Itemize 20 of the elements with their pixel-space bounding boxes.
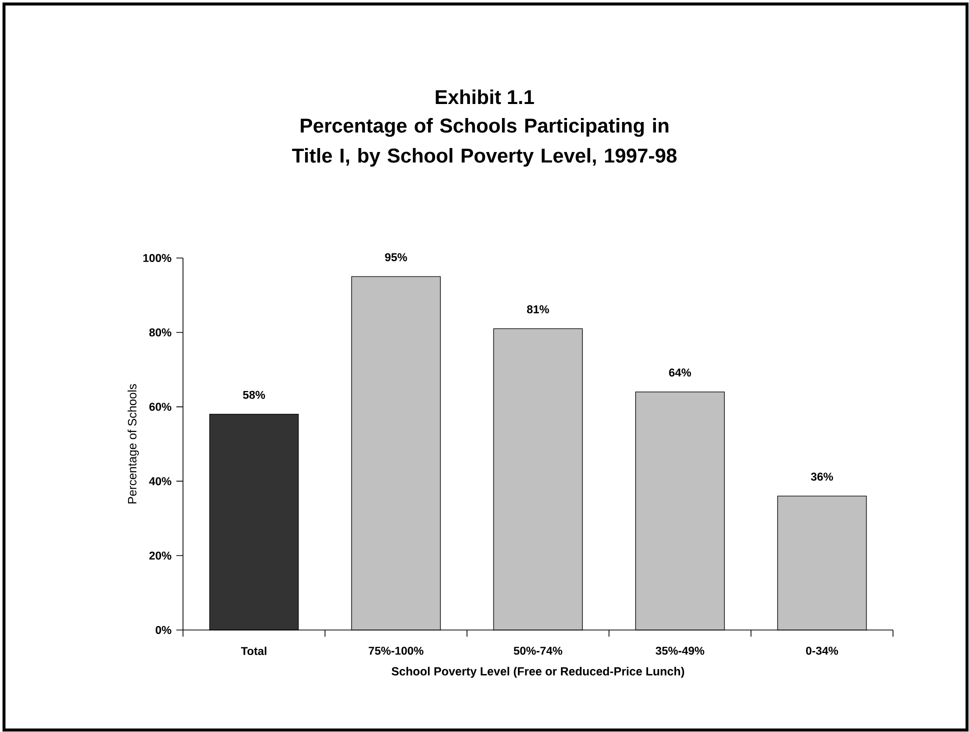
data-label: 95% [385,253,408,262]
y-tick-label: 20% [149,552,172,560]
x-axis-title: School Poverty Level (Free or Reduced-Price Lunch) [392,666,684,678]
y-tick-label: 60% [149,402,172,411]
y-tick-label: 0% [156,626,172,634]
x-tick-label: 0-34% [806,646,838,655]
x-tick-label: Total [241,646,266,656]
y-tick-label: 80% [149,328,172,336]
data-label: 81% [527,305,550,314]
x-tick-label: 50%-74% [514,646,562,655]
data-label: 64% [669,368,692,377]
data-label: 58% [243,390,266,399]
chart-subtitle: Percentage of Schools Participating in Title I, by School Poverty Level, 1997-98 [292,118,677,167]
y-tick-label: 40% [149,477,172,486]
chart-title: Exhibit 1.1 [436,90,534,104]
x-tick-label: 35%-49% [656,646,704,655]
data-label: 36% [810,472,834,481]
y-tick-label: 100% [143,254,172,262]
x-tick-label: 75%-100% [368,646,424,655]
y-axis-title: Percentage of Schools [128,384,139,504]
